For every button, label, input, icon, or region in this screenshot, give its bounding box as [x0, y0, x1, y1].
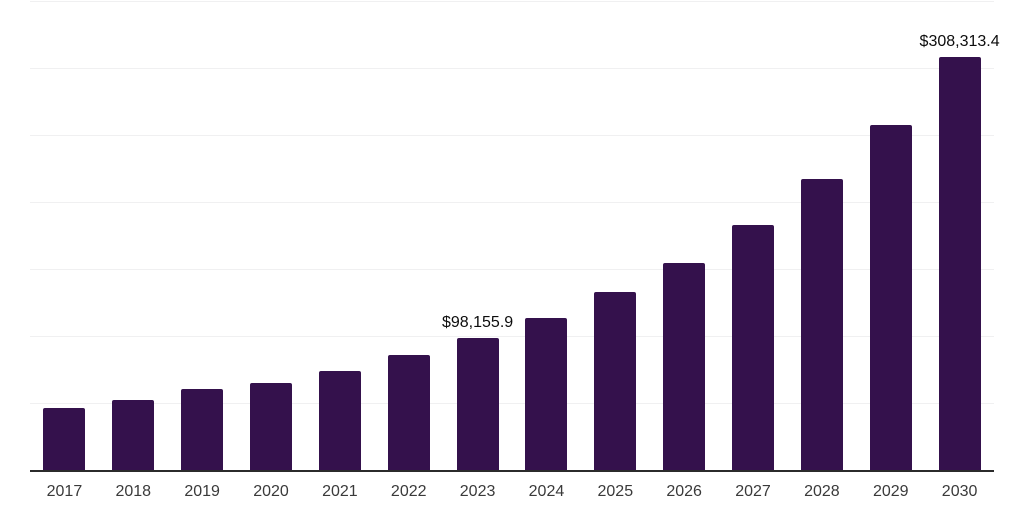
value-label-2023: $98,155.9	[441, 314, 514, 332]
x-tick-label-2021: 2021	[322, 483, 358, 500]
bar-2025	[594, 291, 637, 470]
bar-slot-2020	[237, 1, 306, 470]
x-tick-label-2030: 2030	[941, 483, 978, 500]
x-tick-label-2018: 2018	[115, 483, 152, 500]
x-tick-label-2023: 2023	[459, 483, 496, 500]
bar-slot-2023: $98,155.9	[441, 1, 514, 470]
bar-slot-2026	[650, 1, 719, 470]
bar-2027	[732, 224, 775, 470]
bar-2022	[387, 355, 430, 470]
bar-slot-2017	[30, 1, 99, 470]
bar-slot-2030: $308,313.4	[920, 1, 1000, 470]
bar-2030	[938, 56, 981, 470]
x-tick-label-2017: 2017	[46, 483, 83, 500]
gridline	[30, 1, 994, 2]
x-tick-label-2025: 2025	[597, 483, 634, 500]
x-tick-label-2027: 2027	[735, 483, 771, 500]
bar-2023	[456, 338, 499, 470]
gridline	[30, 135, 994, 136]
gridline	[30, 68, 994, 69]
x-tick-label-2019: 2019	[184, 483, 220, 500]
bar-2019	[181, 389, 224, 470]
gridline	[30, 336, 994, 337]
bar-2021	[318, 371, 361, 470]
x-tick-label-2022: 2022	[390, 483, 427, 500]
gridline	[30, 202, 994, 203]
plot-area: $98,155.9 $308,313.4	[30, 1, 1000, 472]
bar-2028	[800, 179, 843, 470]
bar-slot-2024	[512, 1, 581, 470]
x-axis-line	[30, 470, 994, 472]
bar-2020	[250, 382, 292, 470]
bar-2029	[869, 124, 912, 470]
bar-slot-2021	[305, 1, 374, 470]
x-axis-labels: 2017 2018 2019 2020 2021 2022 2023 2024 2025 2026…	[30, 471, 994, 501]
x-tick-label-2026: 2026	[666, 483, 702, 500]
x-tick-label-2028: 2028	[804, 483, 840, 500]
gridline	[30, 269, 994, 270]
bar-slot-2028	[787, 1, 856, 470]
bar-2026	[663, 262, 706, 470]
gridline	[30, 403, 994, 404]
bar-2017	[43, 407, 86, 470]
bar-slot-2025	[581, 1, 650, 470]
bar-slot-2018	[99, 1, 168, 470]
x-tick-label-2020: 2020	[253, 483, 289, 500]
bar-slot-2027	[719, 1, 788, 470]
value-label-2030: $308,313.4	[919, 32, 1000, 50]
bar-slot-2029	[856, 1, 925, 470]
bar-2024	[525, 318, 568, 470]
x-tick-label-2029: 2029	[872, 483, 909, 500]
bar-slot-2022	[374, 1, 443, 470]
x-tick-label-2024: 2024	[528, 483, 565, 500]
bar-slots: $98,155.9 $308,313.4	[30, 1, 1000, 470]
bar-slot-2019	[168, 1, 237, 470]
bar-2018	[112, 400, 155, 470]
